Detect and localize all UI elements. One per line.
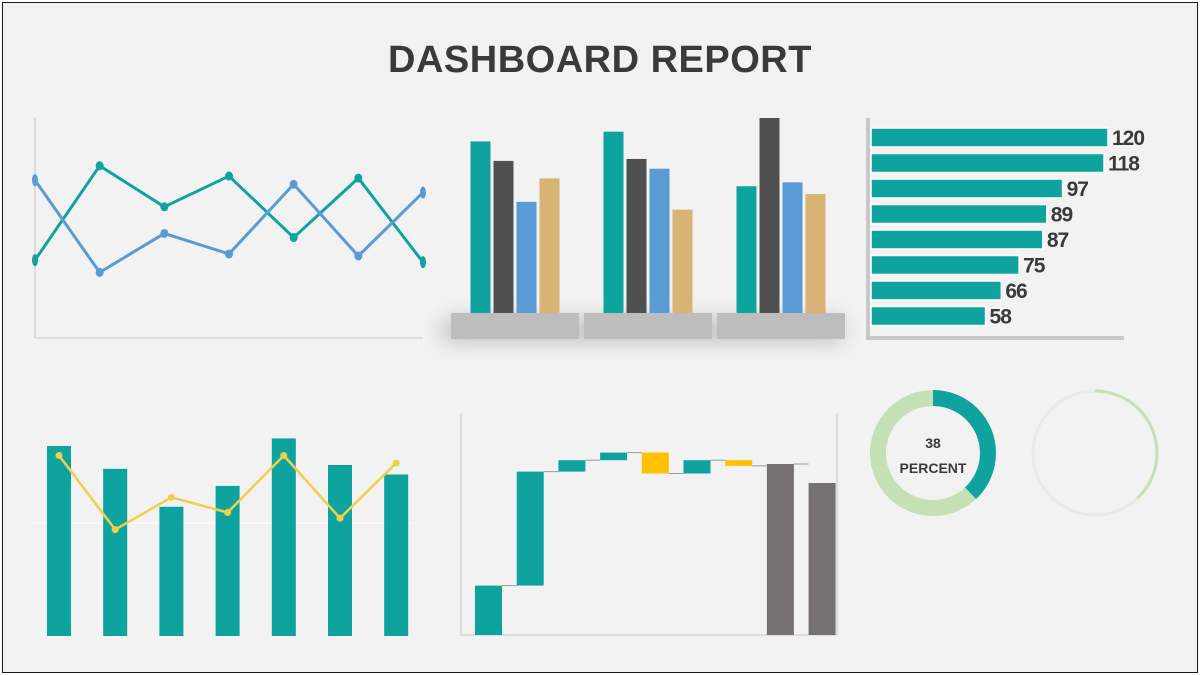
data-point xyxy=(289,179,298,189)
waterfall-bar-5 xyxy=(641,452,669,474)
trend-point xyxy=(167,493,175,501)
waterfall-bar-4 xyxy=(600,452,628,461)
bar-group-2-series-4 xyxy=(672,209,693,313)
bar-group-3-series-1 xyxy=(736,186,757,313)
bar-group-1-series-3 xyxy=(516,201,537,313)
data-label: 89 xyxy=(1051,204,1073,227)
bar-group-1-series-2 xyxy=(493,160,514,313)
bar-8 xyxy=(870,305,987,327)
data-point xyxy=(160,228,169,238)
data-label: 66 xyxy=(1005,280,1027,303)
data-label: 87 xyxy=(1047,229,1069,252)
page-title: DASHBOARD REPORT xyxy=(388,39,812,81)
data-point xyxy=(289,233,298,243)
x-axis xyxy=(866,336,1124,340)
bar-4 xyxy=(870,203,1048,225)
bar-group-1-series-4 xyxy=(539,178,560,313)
data-point xyxy=(225,249,233,259)
data-point xyxy=(95,267,104,277)
waterfall-bar-7 xyxy=(725,460,753,466)
data-point xyxy=(354,251,363,261)
series-line-2 xyxy=(33,179,425,274)
bar-1 xyxy=(47,446,71,636)
waterfall-bar-8 xyxy=(766,464,794,635)
progress-ring xyxy=(1031,389,1159,517)
data-label: 118 xyxy=(1108,153,1140,176)
ring-value-arc xyxy=(1031,389,1159,517)
bar-group-3-series-4 xyxy=(805,194,826,313)
waterfall-chart xyxy=(460,413,838,636)
donut-value-label: 38 xyxy=(925,435,941,451)
bar-group-3-series-2 xyxy=(759,118,780,313)
line-chart xyxy=(32,118,426,339)
data-label: 75 xyxy=(1023,255,1046,278)
trend-point xyxy=(336,514,344,522)
bar-line-combo-chart xyxy=(33,438,413,636)
trend-point xyxy=(224,509,232,516)
data-point xyxy=(225,171,233,181)
bar-5 xyxy=(271,438,296,636)
data-point xyxy=(420,256,426,269)
waterfall-bar-9 xyxy=(808,483,836,635)
data-point xyxy=(160,202,169,212)
bar-5 xyxy=(870,229,1044,250)
bar-6 xyxy=(870,254,1020,276)
category-base-1 xyxy=(451,313,579,339)
trend-point xyxy=(392,459,400,467)
data-point xyxy=(354,173,363,183)
data-point xyxy=(420,186,426,199)
bar-group-3-series-3 xyxy=(782,182,803,313)
bar-6 xyxy=(328,465,352,636)
data-label: 120 xyxy=(1112,127,1144,150)
waterfall-bar-1 xyxy=(475,585,502,635)
donut-unit-label: PERCENT xyxy=(900,460,967,476)
bar-group-1-series-1 xyxy=(470,141,491,313)
bar-7 xyxy=(384,474,409,636)
category-base-3 xyxy=(717,313,845,339)
data-label: 58 xyxy=(990,306,1013,329)
waterfall-bar-6 xyxy=(683,460,711,474)
bar-2 xyxy=(870,152,1105,174)
data-point xyxy=(32,174,38,187)
donut-chart: 38 PERCENT xyxy=(870,390,996,516)
category-base-2 xyxy=(584,313,712,339)
waterfall-bar-3 xyxy=(558,460,586,472)
data-point xyxy=(32,254,38,267)
y-axis xyxy=(866,118,870,340)
bar-2 xyxy=(103,468,128,636)
waterfall-bar-2 xyxy=(516,471,544,586)
donut-value-arc xyxy=(870,390,996,516)
bar-3 xyxy=(159,506,184,636)
bar-group-2-series-3 xyxy=(649,168,670,313)
data-label: 97 xyxy=(1067,178,1089,201)
clustered-bar-chart xyxy=(443,118,845,342)
trend-point xyxy=(280,452,288,459)
bar-3 xyxy=(870,178,1064,199)
bar-4 xyxy=(215,485,240,636)
bar-group-2-series-1 xyxy=(603,131,624,313)
bar-1 xyxy=(870,127,1109,148)
trend-point xyxy=(111,526,119,534)
bar-7 xyxy=(870,280,1003,301)
trend-point xyxy=(55,452,63,459)
bar-group-2-series-2 xyxy=(626,158,647,313)
data-point xyxy=(95,161,104,171)
